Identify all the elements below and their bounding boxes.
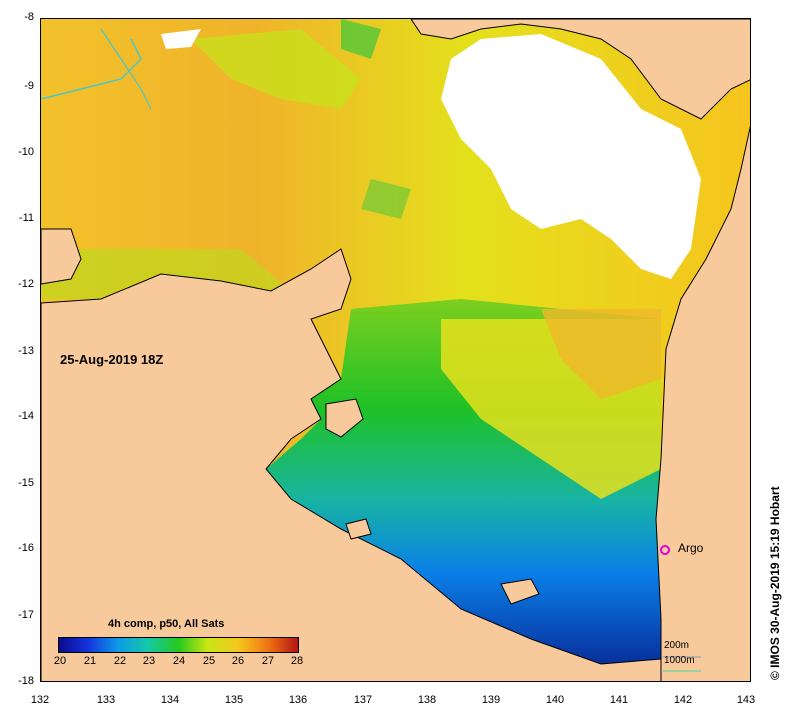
colorbar: [58, 637, 299, 653]
argo-label: Argo: [678, 541, 704, 555]
colorbar-gradient: [59, 638, 298, 652]
no-data-region: [161, 29, 201, 49]
colorbar-tick-label: 28: [290, 655, 304, 667]
sst-patch: [191, 29, 361, 109]
land-east: [655, 125, 750, 681]
x-tick-label: 138: [417, 694, 437, 706]
argo-float-icon: [660, 545, 670, 555]
y-tick-label: -8: [24, 11, 34, 23]
y-tick-label: -15: [18, 477, 34, 489]
x-tick-label: 142: [673, 694, 693, 706]
island-south: [500, 578, 540, 605]
no-data-region: [441, 34, 701, 279]
colorbar-tick-label: 24: [172, 655, 186, 667]
date-label: 25-Aug-2019 18Z: [60, 352, 164, 367]
sst-patch: [541, 309, 661, 399]
x-tick-label: 133: [96, 694, 116, 706]
river-line: [41, 38, 142, 100]
y-tick-label: -14: [18, 410, 34, 422]
y-tick-label: -17: [18, 609, 34, 621]
y-tick-label: -11: [18, 212, 34, 224]
x-tick-label: 140: [545, 694, 565, 706]
x-tick-label: 134: [160, 694, 180, 706]
x-tick-label: 141: [609, 694, 629, 706]
land-north-east: [410, 19, 750, 120]
x-tick-label: 139: [481, 694, 501, 706]
sst-patch: [341, 19, 381, 59]
y-tick-label: -10: [18, 146, 34, 158]
x-tick-label: 143: [736, 694, 756, 706]
colorbar-tick-label: 22: [113, 655, 127, 667]
colorbar-tick-label: 20: [53, 655, 67, 667]
island-groote: [325, 398, 364, 438]
copyright-text: © IMOS 30-Aug-2019 15:19 Hobart: [768, 486, 782, 680]
land-south-west: [41, 248, 662, 681]
river-line: [100, 28, 152, 110]
island-south: [345, 518, 372, 540]
y-tick-label: -18: [18, 675, 34, 687]
colorbar-title: 4h comp, p50, All Sats: [108, 618, 225, 630]
sst-map: [40, 18, 751, 682]
x-tick-label: 136: [288, 694, 308, 706]
x-tick-label: 132: [30, 694, 50, 706]
land-north-west: [41, 228, 82, 285]
scale-1000-label: 1000m: [664, 655, 695, 666]
map-canvas: [41, 19, 750, 681]
y-tick-label: -16: [18, 542, 34, 554]
scale-200-label: 200m: [664, 640, 690, 651]
colorbar-tick-label: 26: [231, 655, 245, 667]
y-tick-label: -13: [18, 345, 34, 357]
colorbar-tick-label: 27: [261, 655, 275, 667]
colorbar-tick-label: 21: [83, 655, 97, 667]
x-tick-label: 135: [224, 694, 244, 706]
colorbar-tick-label: 25: [202, 655, 216, 667]
x-tick-label: 137: [353, 694, 373, 706]
y-tick-label: -12: [18, 278, 34, 290]
sst-patch: [361, 179, 411, 219]
colorbar-tick-label: 23: [142, 655, 156, 667]
y-tick-label: -9: [24, 80, 34, 92]
